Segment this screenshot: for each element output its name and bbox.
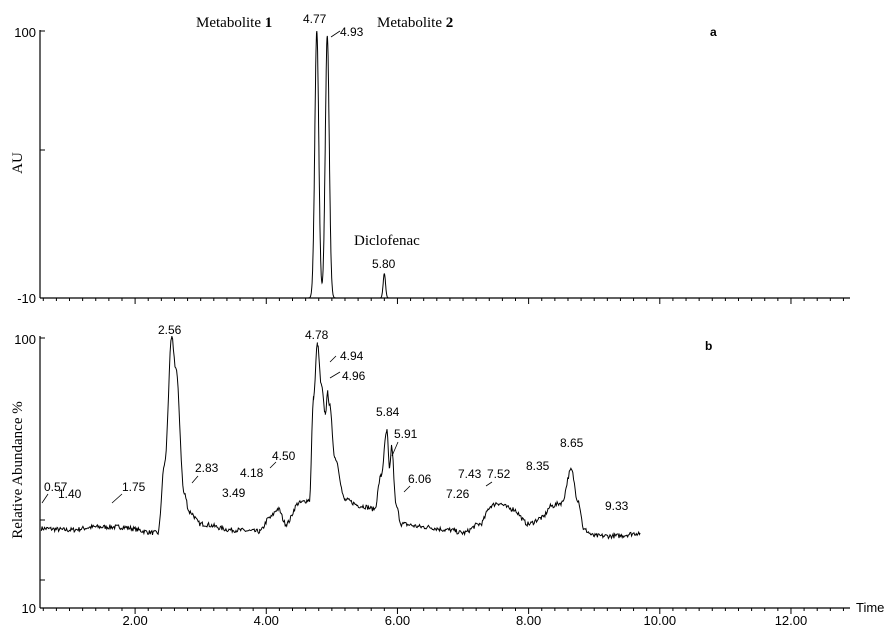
- diclofenac-annotation: Diclofenac: [354, 233, 420, 249]
- panel-a-y-tick-bottom: -10: [17, 291, 36, 306]
- peak-label-a-4-93-leader: [330, 30, 341, 38]
- peak-label: 2.83: [195, 461, 219, 475]
- peak-label: 3.49: [222, 486, 246, 500]
- peak-label: 2.56: [158, 323, 182, 337]
- peak-label: 4.96: [342, 369, 366, 383]
- panel-label-a: a: [710, 25, 717, 39]
- panel-b-x-label: Time: [856, 600, 884, 615]
- peak-label: 7.43: [458, 467, 482, 481]
- peak-label: 1.40: [58, 487, 82, 501]
- peak-label: 9.33: [605, 499, 629, 513]
- peak-label: 8.35: [526, 459, 550, 473]
- peak-label: 7.26: [446, 487, 470, 501]
- peak-label: 1.75: [122, 480, 146, 494]
- peak-label-leader: [403, 485, 411, 493]
- x-tick-label: 10.00: [644, 613, 677, 628]
- metabolite-1-number: 1: [265, 15, 273, 31]
- peak-label-leader: [191, 475, 199, 484]
- metabolite-1-text: Metabolite: [196, 15, 261, 31]
- panel-a-y-label: AU: [10, 152, 26, 174]
- panel-b-y-tick-bottom: 10: [22, 601, 36, 616]
- peak-label: 8.65: [560, 436, 584, 450]
- panel-a-chart: AU 100 -10 Metabolite 1 Metabolite 2 Dic…: [10, 12, 850, 306]
- x-tick-label: 12.00: [775, 613, 808, 628]
- peak-label: 7.52: [487, 467, 511, 481]
- metabolite-1-annotation: Metabolite 1: [196, 15, 272, 31]
- panel-a-x-ticks: [42, 298, 844, 304]
- panel-a-trace: [40, 30, 847, 299]
- peak-label-a-4-77: 4.77: [303, 12, 327, 26]
- peak-label: 5.91: [394, 427, 418, 441]
- peak-label-leader: [329, 371, 341, 379]
- peak-label-leader: [485, 481, 493, 487]
- panel-b-x-ticks: [42, 608, 844, 614]
- peak-label: 5.84: [376, 405, 400, 419]
- metabolite-2-number: 2: [446, 15, 454, 31]
- peak-label: 4.78: [305, 328, 329, 342]
- metabolite-2-annotation: Metabolite 2: [377, 15, 453, 31]
- x-tick-label: 6.00: [385, 613, 410, 628]
- panel-b-chart: Relative Abundance % 100 10 2.00 4.00 6.00…: [10, 323, 884, 628]
- peak-label: 4.50: [272, 449, 296, 463]
- metabolite-2-text: Metabolite: [377, 15, 442, 31]
- peak-label-leader: [391, 441, 399, 457]
- panel-b-x-tick-labels: 2.00 4.00 6.00 8.00 10.00 12.00: [122, 613, 807, 628]
- panel-b-trace: [40, 336, 641, 540]
- peak-label: 4.94: [340, 349, 364, 363]
- x-tick-label: 8.00: [516, 613, 541, 628]
- peak-label: 4.18: [240, 466, 264, 480]
- panel-label-b: b: [705, 339, 712, 353]
- peak-label-a-4-93: 4.93: [340, 25, 364, 39]
- peak-label-leader: [269, 461, 277, 469]
- peak-label-leader: [41, 493, 49, 504]
- peak-label-leader: [329, 355, 337, 363]
- peak-label: 6.06: [408, 472, 432, 486]
- panel-b-y-tick-top: 100: [14, 332, 36, 347]
- panel-b-y-label: Relative Abundance %: [10, 401, 26, 538]
- panel-b-peak-labels: 0.571.40 1.75 2.56 2.833.49 4.18 4.50 4.78 4.94…: [41, 323, 629, 513]
- panel-a-y-tick-top: 100: [14, 25, 36, 40]
- x-tick-label: 2.00: [122, 613, 147, 628]
- peak-label-leader: [111, 493, 123, 504]
- peak-label-a-5-80: 5.80: [372, 257, 396, 271]
- peak-label: 0.57: [44, 480, 68, 494]
- x-tick-label: 4.00: [254, 613, 279, 628]
